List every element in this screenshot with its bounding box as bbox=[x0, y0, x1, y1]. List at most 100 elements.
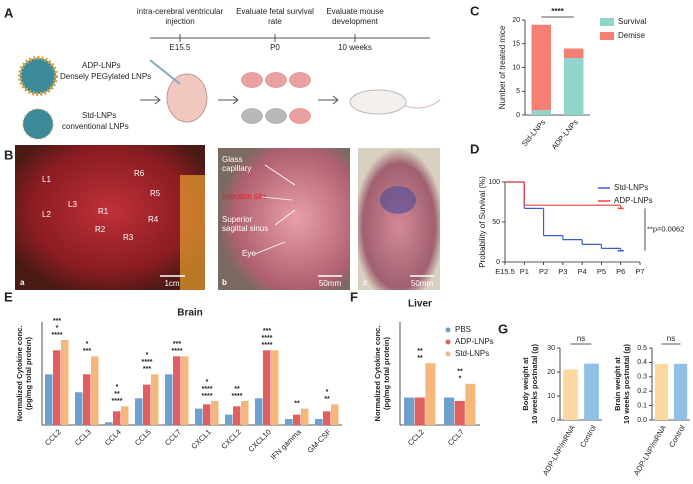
legend-swatch bbox=[600, 18, 614, 26]
lobe-label: R4 bbox=[148, 215, 159, 224]
bar bbox=[425, 363, 436, 425]
y-tick-label: 0.1 bbox=[637, 402, 647, 409]
significance-label: **** bbox=[52, 332, 63, 339]
photo-detail bbox=[380, 186, 416, 214]
event: injection bbox=[165, 17, 194, 26]
photo-label: Superior bbox=[222, 215, 253, 224]
y-tick-label: 50 bbox=[492, 219, 500, 226]
y-axis-label: 10 weeks postnatal (g) bbox=[530, 343, 539, 424]
formulation-description: conventional LNPs bbox=[62, 122, 129, 131]
significance-label: * bbox=[459, 376, 462, 383]
bar bbox=[454, 400, 465, 425]
x-tick-label: P5 bbox=[597, 267, 606, 276]
bar bbox=[83, 374, 91, 425]
bar bbox=[315, 418, 323, 425]
mouse bbox=[349, 89, 407, 115]
lobe-label: L1 bbox=[42, 175, 51, 184]
x-tick-label: P6 bbox=[616, 267, 625, 276]
bar bbox=[584, 363, 599, 420]
arrow bbox=[318, 95, 339, 105]
significance-label: **** bbox=[202, 386, 213, 393]
pointer-lines bbox=[254, 164, 296, 255]
bar bbox=[91, 356, 99, 425]
arrow bbox=[140, 95, 161, 105]
x-tick-label: P3 bbox=[558, 267, 567, 276]
scale-label: 50mm bbox=[411, 279, 434, 288]
y-tick-label: 0.0 bbox=[637, 417, 647, 424]
mouse-tail bbox=[404, 99, 441, 109]
bar bbox=[211, 401, 219, 425]
y-tick-label: 0.4 bbox=[637, 359, 647, 366]
embryo bbox=[166, 73, 208, 123]
bar bbox=[563, 369, 578, 420]
bar bbox=[75, 392, 83, 425]
bar bbox=[263, 350, 271, 425]
y-tick-label: 0.2 bbox=[637, 388, 647, 395]
legend-label: ADP-LNPs bbox=[614, 196, 653, 205]
bar bbox=[293, 414, 301, 425]
y-tick-label: 10 bbox=[512, 64, 520, 71]
panel-label: C bbox=[470, 3, 480, 18]
significance-label: * bbox=[206, 379, 209, 386]
significance-label: **** bbox=[262, 335, 273, 342]
bar bbox=[105, 422, 113, 425]
legend-label: PBS bbox=[455, 325, 471, 334]
photo bbox=[358, 148, 440, 290]
bar bbox=[173, 356, 181, 425]
lobe-label: R2 bbox=[95, 225, 106, 234]
x-tick-label: E15.5 bbox=[495, 267, 515, 276]
y-tick-label: 0 bbox=[496, 259, 500, 266]
formulation-name: Std-LNPs bbox=[82, 111, 116, 120]
y-axis-label: Normalized Cytokine conc. bbox=[15, 326, 24, 422]
photo-label: capillary bbox=[222, 164, 251, 173]
significance-label: ** bbox=[457, 369, 463, 376]
bar bbox=[165, 374, 173, 425]
bar bbox=[331, 404, 339, 425]
y-tick-label: 5 bbox=[516, 88, 520, 95]
lobe-label: L3 bbox=[68, 200, 77, 209]
time: E15.5 bbox=[170, 43, 191, 52]
bar-segment bbox=[531, 24, 551, 111]
legend-marker bbox=[445, 327, 451, 333]
significance-label: **p=0.0062 bbox=[647, 225, 684, 234]
x-tick-label: P7 bbox=[635, 267, 644, 276]
bar bbox=[121, 406, 129, 425]
bar-segment bbox=[564, 48, 584, 58]
x-tick-label: P4 bbox=[578, 267, 587, 276]
significance-label: **** bbox=[232, 393, 243, 400]
bar bbox=[404, 397, 415, 425]
arrow bbox=[218, 95, 239, 105]
bar bbox=[195, 408, 203, 425]
significance-label: **** bbox=[262, 342, 273, 349]
significance-label: *** bbox=[143, 366, 151, 373]
bar bbox=[414, 397, 425, 425]
panel-label: E bbox=[4, 289, 13, 304]
legend-label: Demise bbox=[618, 31, 646, 40]
scale-label: 1cm bbox=[164, 279, 179, 288]
panel-label: B bbox=[4, 147, 13, 162]
significance-label: * bbox=[86, 341, 89, 348]
bar bbox=[151, 374, 159, 425]
significance-label: *** bbox=[173, 341, 181, 348]
panel-label: A bbox=[4, 5, 14, 20]
y-axis-label: 10 weeks postnatal (g) bbox=[622, 343, 631, 424]
photo-detail bbox=[180, 175, 205, 290]
y-axis-label: Brain weight at bbox=[613, 357, 622, 411]
time: 10 weeks bbox=[338, 43, 372, 52]
event: development bbox=[332, 17, 379, 26]
bar bbox=[135, 398, 143, 425]
y-tick-label: 0 bbox=[551, 417, 555, 424]
significance-label: **** bbox=[112, 398, 123, 405]
significance-label: ** bbox=[324, 396, 330, 403]
bar bbox=[255, 398, 263, 425]
lobe-label: L2 bbox=[42, 210, 51, 219]
bar bbox=[465, 383, 476, 425]
formulation-description: Densely PEGylated LNPs bbox=[60, 72, 151, 81]
chart-title: Brain bbox=[177, 308, 203, 319]
significance-label: **** bbox=[551, 7, 564, 16]
significance-label: ns bbox=[577, 334, 585, 343]
y-tick-label: 100 bbox=[488, 179, 500, 186]
significance-label: *** bbox=[83, 348, 91, 355]
event: Evaluate mouse bbox=[326, 7, 384, 16]
